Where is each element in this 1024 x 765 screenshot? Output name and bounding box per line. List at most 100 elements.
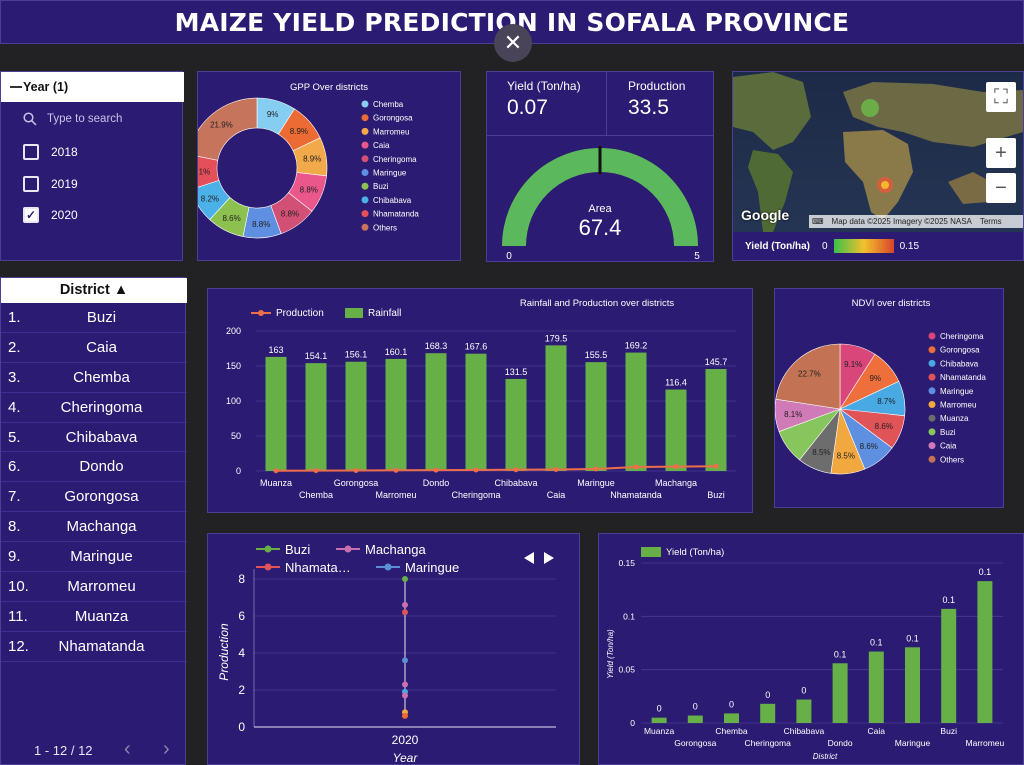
row-number: 12. [8, 637, 29, 655]
year-search[interactable]: Type to search [23, 112, 122, 126]
bar[interactable] [545, 345, 567, 471]
bar[interactable] [868, 651, 884, 723]
data-point[interactable] [402, 609, 408, 616]
table-row[interactable]: 3. Chemba [1, 363, 187, 393]
checkbox-icon[interactable] [23, 144, 39, 160]
y-tick-label: 0 [236, 466, 241, 476]
table-row[interactable]: 7. Gorongosa [1, 482, 187, 513]
pie-slice[interactable] [775, 343, 841, 410]
fullscreen-icon[interactable]: ⛶ [986, 82, 1016, 112]
bar[interactable] [625, 352, 647, 471]
gauge-max-label: 5 [694, 251, 700, 261]
legend-swatch [361, 210, 369, 218]
bar[interactable] [687, 715, 703, 723]
bar[interactable] [345, 361, 367, 471]
prev-page-icon[interactable]: ‹ [124, 738, 131, 760]
y-tick-label: 50 [231, 431, 241, 441]
data-point[interactable] [402, 681, 408, 688]
legend-label: Buzi [285, 542, 310, 557]
search-placeholder: Type to search [47, 113, 123, 125]
legend-label: Caia [940, 442, 957, 451]
bar[interactable] [977, 581, 993, 723]
bar[interactable] [385, 358, 407, 471]
collapse-icon[interactable] [10, 86, 22, 88]
year-filter-header[interactable]: Year (1) [1, 72, 184, 102]
line-point[interactable] [673, 464, 679, 470]
checkbox-checked-icon[interactable]: ✓ [23, 207, 39, 223]
x-tick-label: Maringue [895, 738, 931, 748]
bar[interactable] [265, 356, 287, 471]
pie-slice[interactable] [187, 97, 258, 161]
line-point[interactable] [553, 466, 559, 472]
data-point[interactable] [402, 712, 408, 719]
slice-label: 8.8% [300, 185, 318, 194]
line-point[interactable] [473, 467, 479, 473]
next-page-icon[interactable]: › [163, 738, 170, 760]
legend-prev-icon[interactable] [524, 552, 534, 564]
bar[interactable] [832, 663, 848, 723]
year-option-2019[interactable]: 2019 [23, 176, 78, 192]
bar[interactable] [941, 608, 957, 723]
line-point[interactable] [273, 468, 279, 474]
chart-title: GPP Over districts [290, 82, 368, 93]
data-point[interactable] [402, 692, 408, 699]
data-point[interactable] [402, 576, 408, 582]
district-column-header[interactable]: District ▲ [1, 278, 187, 303]
table-row[interactable]: 2. Caia [1, 333, 187, 363]
table-row[interactable]: 8. Machanga [1, 512, 187, 543]
legend-label: Chibabava [940, 359, 979, 368]
bar[interactable] [724, 713, 739, 723]
zoom-in-button[interactable]: + [986, 138, 1016, 168]
x-tick-label: Gorongosa [674, 738, 716, 748]
table-row[interactable]: 6. Dondo [1, 453, 187, 483]
bar-value-label: 0.1 [870, 638, 883, 648]
line-point[interactable] [593, 466, 599, 472]
gauge-arc [502, 148, 698, 246]
legend-swatch [345, 308, 363, 318]
line-point[interactable] [633, 464, 639, 470]
satellite-map[interactable]: ⛶ + − Google ⌨ Map data ©2025 Imagery ©2… [733, 72, 1023, 232]
legend-swatch [361, 155, 369, 163]
bar[interactable] [796, 699, 812, 723]
bar[interactable] [651, 717, 667, 723]
table-row[interactable]: 12. Nhamatanda [1, 632, 187, 662]
checkbox-icon[interactable] [23, 176, 39, 192]
data-point[interactable] [402, 601, 408, 608]
bar[interactable] [505, 378, 527, 471]
line-point[interactable] [513, 467, 519, 473]
bar[interactable] [705, 369, 727, 471]
legend-next-icon[interactable] [544, 552, 554, 564]
bar[interactable] [665, 389, 687, 471]
table-row[interactable]: 11. Muanza [1, 602, 187, 632]
legend-swatch [361, 196, 369, 204]
table-row[interactable]: 5. Chibabava [1, 423, 187, 453]
bar[interactable] [305, 363, 327, 471]
data-point[interactable] [402, 657, 408, 664]
line-point[interactable] [353, 467, 359, 473]
year-option-2018[interactable]: 2018 [23, 144, 78, 160]
bar[interactable] [905, 647, 920, 723]
bar[interactable] [425, 353, 447, 471]
bar[interactable] [585, 362, 607, 471]
legend-swatch [361, 114, 369, 122]
x-tick-label: Buzi [707, 490, 725, 500]
table-row[interactable]: 1. Buzi [1, 303, 187, 333]
bar[interactable] [760, 703, 776, 723]
table-row[interactable]: 9. Maringue [1, 542, 187, 573]
bar-value-label: 163 [268, 345, 283, 355]
line-point[interactable] [393, 467, 399, 473]
table-row[interactable]: 10. Marromeu [1, 572, 187, 602]
terms-link[interactable]: Terms [979, 217, 1002, 226]
close-icon[interactable]: ✕ [494, 24, 532, 62]
bar[interactable] [465, 353, 487, 471]
zoom-out-button[interactable]: − [986, 173, 1016, 203]
line-point[interactable] [433, 467, 439, 473]
line-point[interactable] [713, 463, 719, 469]
map-marker[interactable] [861, 99, 879, 117]
table-row[interactable]: 4. Cheringoma [1, 393, 187, 423]
year-option-2020[interactable]: ✓ 2020 [23, 207, 78, 223]
legend-label: Others [940, 455, 964, 464]
keyboard-icon[interactable]: ⌨ [812, 217, 824, 226]
line-point[interactable] [313, 468, 319, 474]
